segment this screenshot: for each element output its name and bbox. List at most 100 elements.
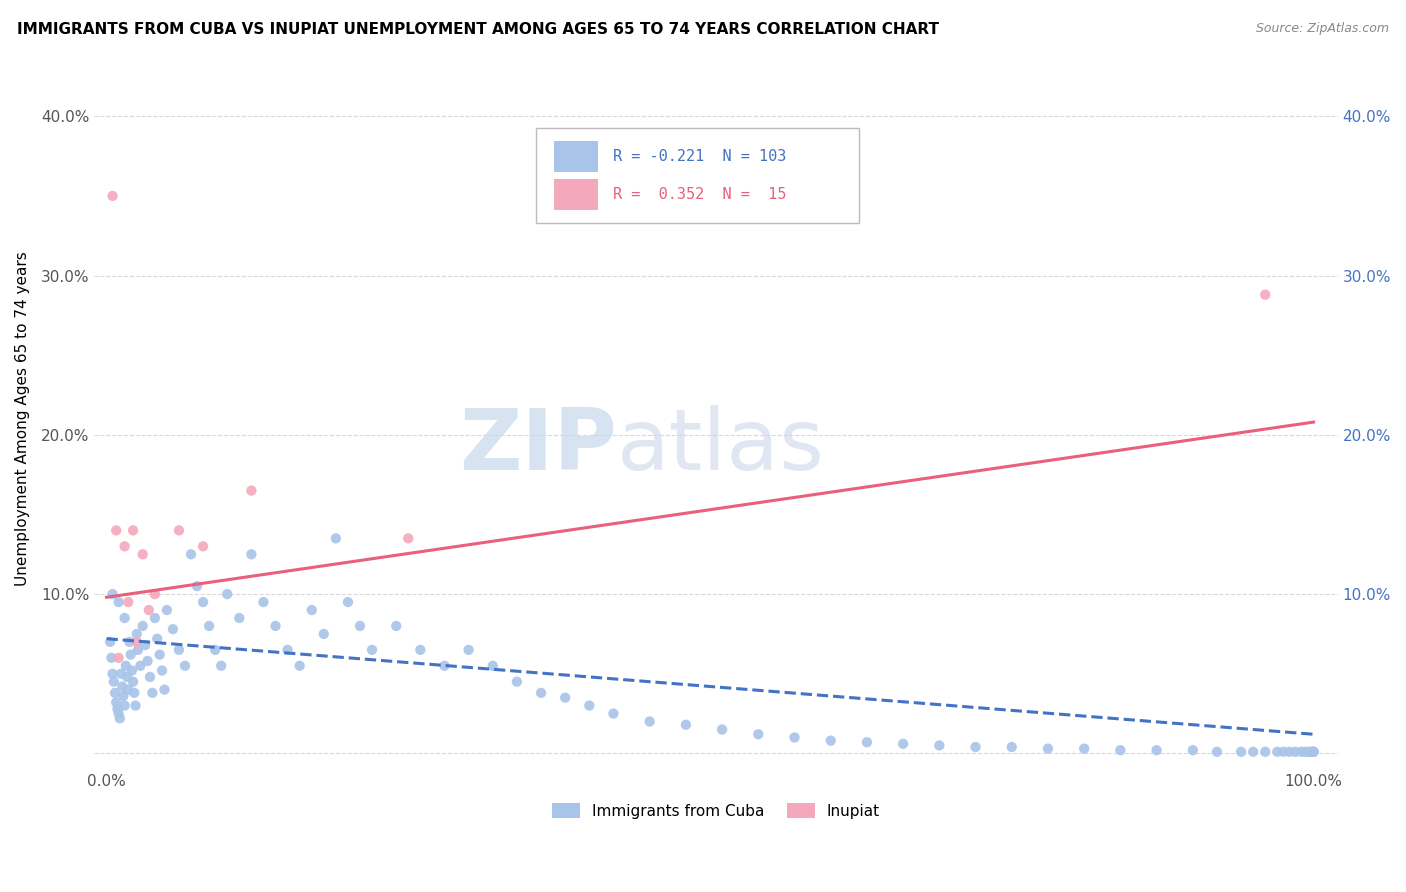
Point: [122, 674, 145, 689]
Point: [129, 658, 152, 673]
Text: atlas: atlas: [617, 406, 824, 489]
Point: [191, 539, 214, 553]
Point: [217, 587, 239, 601]
Point: [132, 619, 155, 633]
Point: [457, 643, 479, 657]
Point: [240, 547, 263, 561]
Point: [602, 706, 624, 721]
Y-axis label: Unemployment Among Ages 65 to 74 years: Unemployment Among Ages 65 to 74 years: [15, 252, 30, 586]
Point: [1254, 745, 1277, 759]
Point: [336, 595, 359, 609]
Point: [1073, 741, 1095, 756]
Point: [111, 680, 134, 694]
Point: [156, 603, 179, 617]
Point: [143, 611, 166, 625]
Point: [312, 627, 335, 641]
Point: [191, 595, 214, 609]
Point: [228, 611, 250, 625]
Point: [1036, 741, 1059, 756]
Point: [162, 622, 184, 636]
Point: [1206, 745, 1229, 759]
Point: [149, 648, 172, 662]
Point: [118, 635, 141, 649]
Point: [186, 579, 208, 593]
Point: [1181, 743, 1204, 757]
Point: [675, 717, 697, 731]
Point: [891, 737, 914, 751]
Point: [783, 731, 806, 745]
Point: [264, 619, 287, 633]
Point: [125, 635, 148, 649]
Point: [385, 619, 408, 633]
Bar: [554, 142, 598, 172]
Point: [114, 698, 136, 713]
Point: [107, 650, 129, 665]
Text: R = -0.221  N = 103: R = -0.221 N = 103: [613, 149, 786, 164]
Point: [1265, 745, 1288, 759]
Point: [1302, 745, 1324, 759]
Point: [1294, 745, 1316, 759]
Point: [1109, 743, 1132, 757]
Point: [1241, 745, 1264, 759]
Point: [578, 698, 600, 713]
Point: [820, 733, 842, 747]
Point: [153, 682, 176, 697]
Point: [1299, 745, 1322, 759]
Point: [125, 627, 148, 641]
Point: [103, 674, 125, 689]
Point: [1302, 745, 1324, 759]
Point: [122, 524, 145, 538]
Point: [143, 587, 166, 601]
Point: [117, 682, 139, 697]
Point: [98, 635, 121, 649]
Point: [301, 603, 323, 617]
Point: [433, 658, 456, 673]
Text: R =  0.352  N =  15: R = 0.352 N = 15: [613, 187, 786, 202]
Point: [117, 595, 139, 609]
Point: [100, 650, 122, 665]
Point: [167, 643, 190, 657]
Point: [108, 711, 131, 725]
Point: [101, 666, 124, 681]
Point: [1298, 745, 1320, 759]
Point: [481, 658, 503, 673]
Point: [124, 686, 146, 700]
Point: [198, 619, 221, 633]
Point: [1302, 745, 1324, 759]
Point: [288, 658, 311, 673]
Point: [120, 648, 142, 662]
Point: [240, 483, 263, 498]
Point: [204, 643, 226, 657]
Bar: [554, 179, 598, 211]
Point: [277, 643, 299, 657]
Point: [252, 595, 274, 609]
Point: [1230, 745, 1253, 759]
Point: [209, 658, 232, 673]
Text: IMMIGRANTS FROM CUBA VS INUPIAT UNEMPLOYMENT AMONG AGES 65 TO 74 YEARS CORRELATI: IMMIGRANTS FROM CUBA VS INUPIAT UNEMPLOY…: [17, 22, 939, 37]
Text: Source: ZipAtlas.com: Source: ZipAtlas.com: [1256, 22, 1389, 36]
Point: [530, 686, 553, 700]
Point: [141, 686, 163, 700]
Point: [127, 643, 149, 657]
Legend: Immigrants from Cuba, Inupiat: Immigrants from Cuba, Inupiat: [546, 797, 886, 825]
Point: [638, 714, 661, 729]
Point: [112, 689, 135, 703]
Point: [101, 189, 124, 203]
Point: [110, 666, 132, 681]
Point: [174, 658, 197, 673]
Point: [506, 674, 529, 689]
Point: [396, 532, 419, 546]
Point: [325, 532, 347, 546]
Point: [138, 603, 160, 617]
Point: [121, 664, 143, 678]
Point: [132, 547, 155, 561]
Point: [115, 670, 138, 684]
Point: [1272, 745, 1295, 759]
Point: [107, 702, 129, 716]
Point: [747, 727, 769, 741]
Point: [101, 587, 124, 601]
Point: [1146, 743, 1168, 757]
Point: [409, 643, 432, 657]
Point: [1291, 745, 1313, 759]
Point: [928, 739, 950, 753]
